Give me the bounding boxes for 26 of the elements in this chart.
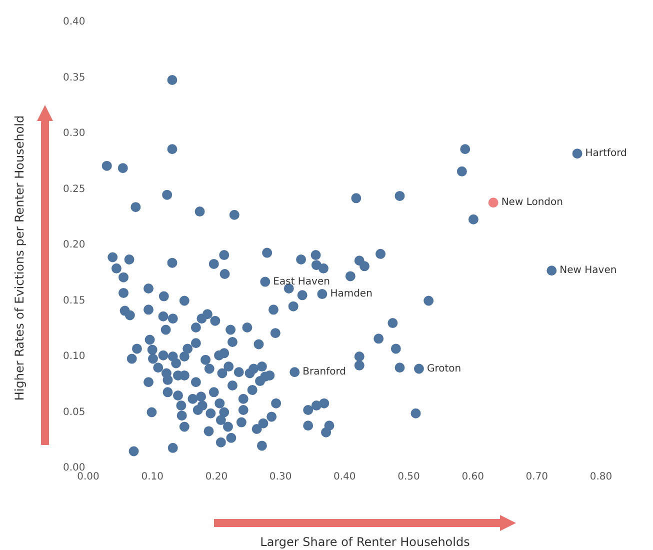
x-tick-label: 0.50: [398, 472, 420, 483]
annotation: East Haven: [273, 276, 330, 288]
x-tick-label: 0.40: [334, 472, 356, 483]
y-tick-label: 0.20: [63, 240, 86, 251]
y-tick-label: 0.05: [63, 406, 86, 418]
x-tick-label: 0.10: [141, 472, 164, 483]
x-tick-label: 0.70: [526, 472, 548, 483]
x-tick-label: 0.30: [269, 472, 292, 483]
y-tick-label: 0.15: [63, 295, 86, 306]
annotation: Branford: [302, 366, 346, 378]
x-axis-title: Larger Share of Renter Households: [259, 535, 471, 549]
y-tick-label: 0.25: [63, 184, 86, 195]
x-tick-label: 0.20: [205, 472, 228, 483]
y-tick-label: 0.35: [63, 72, 86, 84]
annotation: Groton: [426, 363, 462, 374]
y-tick-label: 0.30: [63, 128, 86, 140]
y-tick-label: 0.10: [63, 351, 86, 362]
x-tick-label: 0.00: [77, 472, 100, 483]
x-tick-label: 0.60: [462, 472, 484, 483]
x-tick-label: 0.80: [590, 472, 612, 483]
annotation: New London: [501, 197, 563, 208]
y-axis-title: Higher Rates of Evictions per Renter Household: [13, 115, 27, 401]
y-tick-label: 0.40: [63, 16, 86, 28]
annotation: New Haven: [560, 265, 617, 276]
annotation: Hamden: [330, 288, 372, 300]
annotation: Hartford: [585, 148, 627, 160]
